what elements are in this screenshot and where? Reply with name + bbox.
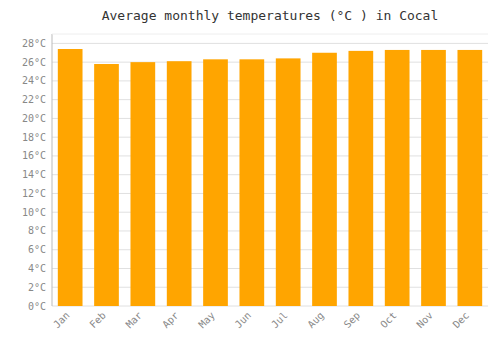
bar xyxy=(385,50,410,306)
bar xyxy=(203,59,228,306)
y-tick-label: 20°C xyxy=(22,113,46,124)
x-tick-label: Feb xyxy=(87,310,108,331)
chart-container: Average monthly temperatures (°C ) in Co… xyxy=(0,0,500,350)
y-tick-label: 2°C xyxy=(28,282,46,293)
y-grid xyxy=(52,43,488,306)
y-tick-label: 6°C xyxy=(28,244,46,255)
bar xyxy=(457,50,482,306)
y-tick-label: 28°C xyxy=(22,38,46,49)
plot-top-edge xyxy=(52,34,488,35)
bar xyxy=(167,61,192,306)
x-tick-label: May xyxy=(196,310,217,331)
bar xyxy=(348,51,373,306)
bar xyxy=(312,53,337,306)
x-tick-label: Apr xyxy=(160,310,181,331)
y-tick-label: 0°C xyxy=(28,301,46,312)
chart-svg: Average monthly temperatures (°C ) in Co… xyxy=(0,0,500,350)
x-tick-label: Dec xyxy=(451,310,472,331)
y-tick-label: 26°C xyxy=(22,57,46,68)
grid-line xyxy=(52,43,488,44)
y-tick-label: 10°C xyxy=(22,207,46,218)
chart-title: Average monthly temperatures (°C ) in Co… xyxy=(102,8,439,23)
y-tick-label: 18°C xyxy=(22,132,46,143)
y-tick-labels: 0°C 2°C 4°C 6°C 8°C 10°C 12°C 14°C 16°C 18°C 20°C 2… xyxy=(22,38,46,312)
y-tick-label: 16°C xyxy=(22,150,46,161)
bar xyxy=(58,49,83,306)
bars xyxy=(58,49,482,306)
x-tick-label: Oct xyxy=(378,310,399,331)
x-tick-label: Aug xyxy=(305,310,326,331)
y-tick-label: 14°C xyxy=(22,169,46,180)
y-tick-label: 24°C xyxy=(22,75,46,86)
x-tick-labels: Jan Feb Mar Apr May Jun Jul Aug Sep Oct Nov Dec xyxy=(51,310,471,331)
bar xyxy=(421,50,446,306)
x-tick-label: Jul xyxy=(269,310,290,331)
bar xyxy=(239,59,264,306)
bar xyxy=(130,62,155,306)
y-tick-label: 4°C xyxy=(28,263,46,274)
y-axis-line xyxy=(52,34,53,306)
x-tick-label: Jan xyxy=(51,310,72,331)
y-tick-label: 8°C xyxy=(28,225,46,236)
x-tick-label: Nov xyxy=(414,310,435,331)
bar xyxy=(94,64,119,306)
page: {"chart_data": {"type": "bar", "title": … xyxy=(0,0,500,350)
bar xyxy=(276,58,301,306)
x-tick-label: Jun xyxy=(233,310,254,331)
y-tick-label: 22°C xyxy=(22,94,46,105)
x-tick-label: Sep xyxy=(342,310,363,331)
y-tick-label: 12°C xyxy=(22,188,46,199)
x-tick-label: Mar xyxy=(124,310,145,331)
